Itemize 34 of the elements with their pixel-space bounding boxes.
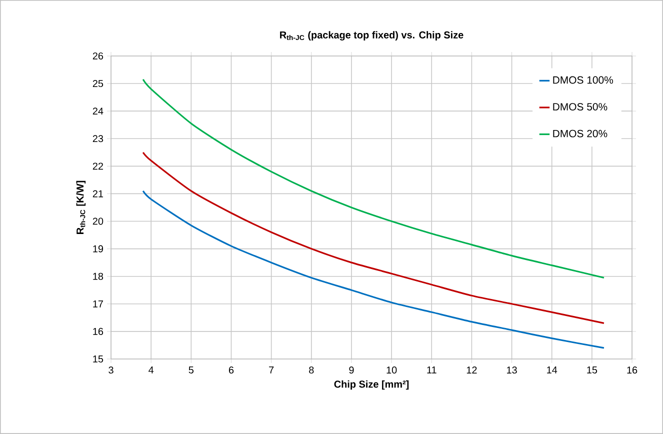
y-tick-label: 18 <box>93 272 104 280</box>
y-tick-label: 22 <box>92 162 103 170</box>
x-tick-label: 8 <box>309 366 314 374</box>
x-tick-label: 5 <box>188 366 194 374</box>
x-tick-label: 14 <box>547 366 558 374</box>
y-tick-label: 24 <box>92 108 104 115</box>
x-tick-label: 3 <box>108 366 114 374</box>
y-tick-label: 17 <box>93 300 103 308</box>
y-tick-label: 26 <box>92 52 104 60</box>
y-tick-label: 20 <box>92 218 104 225</box>
chart-title: R$_{th-JC}$ (package top fixed) vs. Chip Size <box>280 31 464 40</box>
line-series <box>142 152 605 324</box>
x-tick-label: 13 <box>507 366 517 374</box>
y-tick-label: 21 <box>92 190 104 198</box>
x-tick-label: 6 <box>228 366 234 374</box>
x-tick-label: 16 <box>627 366 638 374</box>
x-tick-label: 10 <box>386 366 397 374</box>
y-tick-label: 16 <box>93 328 104 335</box>
y-tick-label: 25 <box>92 80 104 88</box>
y-tick-label: 19 <box>93 245 104 252</box>
x-tick-label: 15 <box>587 366 598 374</box>
x-tick-label: 12 <box>466 366 477 374</box>
y-axis-title: R$_{th-JC}$ [K/W] <box>76 180 86 234</box>
y-tick-label: 23 <box>92 135 104 142</box>
legend-label: DMOS 100% <box>553 76 613 84</box>
x-tick-label: 11 <box>427 366 436 374</box>
line-series <box>142 190 605 349</box>
legend-label: DMOS 50% <box>553 103 608 110</box>
x-axis-title: Chip Size [mm²] <box>334 380 409 390</box>
y-tick-label: 15 <box>93 356 104 362</box>
x-tick-label: 7 <box>269 366 274 374</box>
legend-label: DMOS 20% <box>553 130 608 138</box>
x-tick-label: 9 <box>349 366 354 374</box>
x-tick-label: 4 <box>148 366 154 374</box>
